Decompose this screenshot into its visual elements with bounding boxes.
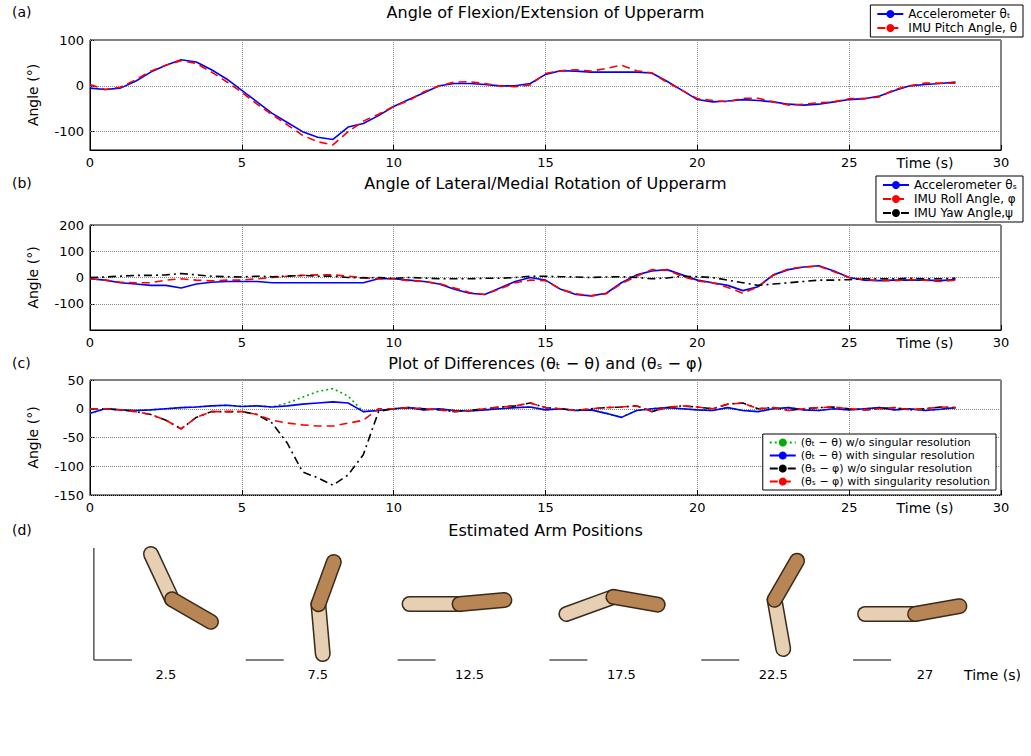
svg-text:0: 0 — [76, 78, 84, 93]
svg-text:0: 0 — [76, 401, 84, 416]
svg-text:(θₛ − φ) with singularity reso: (θₛ − φ) with singularity resolution — [801, 475, 990, 488]
svg-text:15: 15 — [537, 155, 554, 170]
svg-text:5: 5 — [238, 500, 246, 515]
svg-text:0: 0 — [76, 270, 84, 285]
svg-text:IMU Pitch Angle, θ: IMU Pitch Angle, θ — [908, 21, 1017, 35]
svg-text:Estimated Arm Positions: Estimated Arm Positions — [448, 521, 642, 540]
svg-text:100: 100 — [59, 33, 84, 48]
svg-text:50: 50 — [67, 373, 84, 388]
svg-text:-100: -100 — [54, 296, 84, 311]
svg-text:-100: -100 — [54, 124, 84, 139]
svg-text:10: 10 — [385, 335, 402, 350]
svg-text:Accelerometer θₛ: Accelerometer θₛ — [914, 178, 1017, 192]
svg-text:IMU Yaw Angle,ψ: IMU Yaw Angle,ψ — [914, 206, 1013, 220]
svg-text:17.5: 17.5 — [607, 667, 636, 682]
svg-text:0: 0 — [86, 155, 94, 170]
svg-text:30: 30 — [993, 500, 1010, 515]
svg-text:(θₜ − θ) w/o singular resoluti: (θₜ − θ) w/o singular resolution — [801, 436, 971, 449]
svg-text:30: 30 — [993, 335, 1010, 350]
svg-text:15: 15 — [537, 335, 554, 350]
svg-text:-100: -100 — [54, 459, 84, 474]
svg-text:Angle of Flexion/Extension of: Angle of Flexion/Extension of Upperarm — [387, 3, 705, 22]
svg-text:10: 10 — [385, 500, 402, 515]
svg-text:20: 20 — [689, 335, 706, 350]
svg-text:(θₜ − θ) with singular resolut: (θₜ − θ) with singular resolution — [801, 449, 975, 462]
svg-text:(a): (a) — [12, 4, 32, 20]
svg-text:Plot of Differences (θₜ − θ) a: Plot of Differences (θₜ − θ) and (θₛ − φ… — [388, 354, 703, 373]
svg-text:Time (s): Time (s) — [896, 500, 954, 516]
svg-text:(b): (b) — [12, 175, 32, 191]
svg-text:25: 25 — [841, 500, 858, 515]
svg-text:27: 27 — [917, 667, 934, 682]
svg-text:30: 30 — [993, 155, 1010, 170]
svg-text:Accelerometer θₜ: Accelerometer θₜ — [908, 7, 1010, 21]
svg-text:Angle of Lateral/Medial Rotati: Angle of Lateral/Medial Rotation of Uppe… — [364, 174, 726, 193]
svg-text:0: 0 — [86, 500, 94, 515]
svg-text:200: 200 — [59, 218, 84, 233]
svg-text:-150: -150 — [54, 488, 84, 503]
svg-text:5: 5 — [238, 335, 246, 350]
svg-text:25: 25 — [841, 155, 858, 170]
svg-text:Time (s): Time (s) — [963, 667, 1021, 683]
svg-text:Time (s): Time (s) — [896, 155, 954, 171]
svg-text:25: 25 — [841, 335, 858, 350]
svg-text:20: 20 — [689, 155, 706, 170]
svg-text:(c): (c) — [12, 355, 31, 371]
svg-text:Time (s): Time (s) — [896, 335, 954, 351]
svg-text:IMU Roll Angle, φ: IMU Roll Angle, φ — [914, 192, 1016, 206]
svg-text:(θₛ − φ) w/o singular resoluti: (θₛ − φ) w/o singular resolution — [801, 462, 972, 475]
svg-text:100: 100 — [59, 244, 84, 259]
svg-text:22.5: 22.5 — [759, 667, 788, 682]
svg-text:15: 15 — [537, 500, 554, 515]
svg-text:(d): (d) — [12, 522, 32, 538]
svg-text:-50: -50 — [63, 430, 84, 445]
svg-text:2.5: 2.5 — [156, 667, 177, 682]
svg-text:5: 5 — [238, 155, 246, 170]
svg-text:0: 0 — [86, 335, 94, 350]
svg-text:7.5: 7.5 — [307, 667, 328, 682]
svg-text:Angle (°): Angle (°) — [25, 246, 41, 308]
svg-text:Angle (°): Angle (°) — [25, 64, 41, 126]
svg-text:20: 20 — [689, 500, 706, 515]
svg-text:Angle (°): Angle (°) — [25, 406, 41, 468]
svg-text:12.5: 12.5 — [455, 667, 484, 682]
svg-text:10: 10 — [385, 155, 402, 170]
